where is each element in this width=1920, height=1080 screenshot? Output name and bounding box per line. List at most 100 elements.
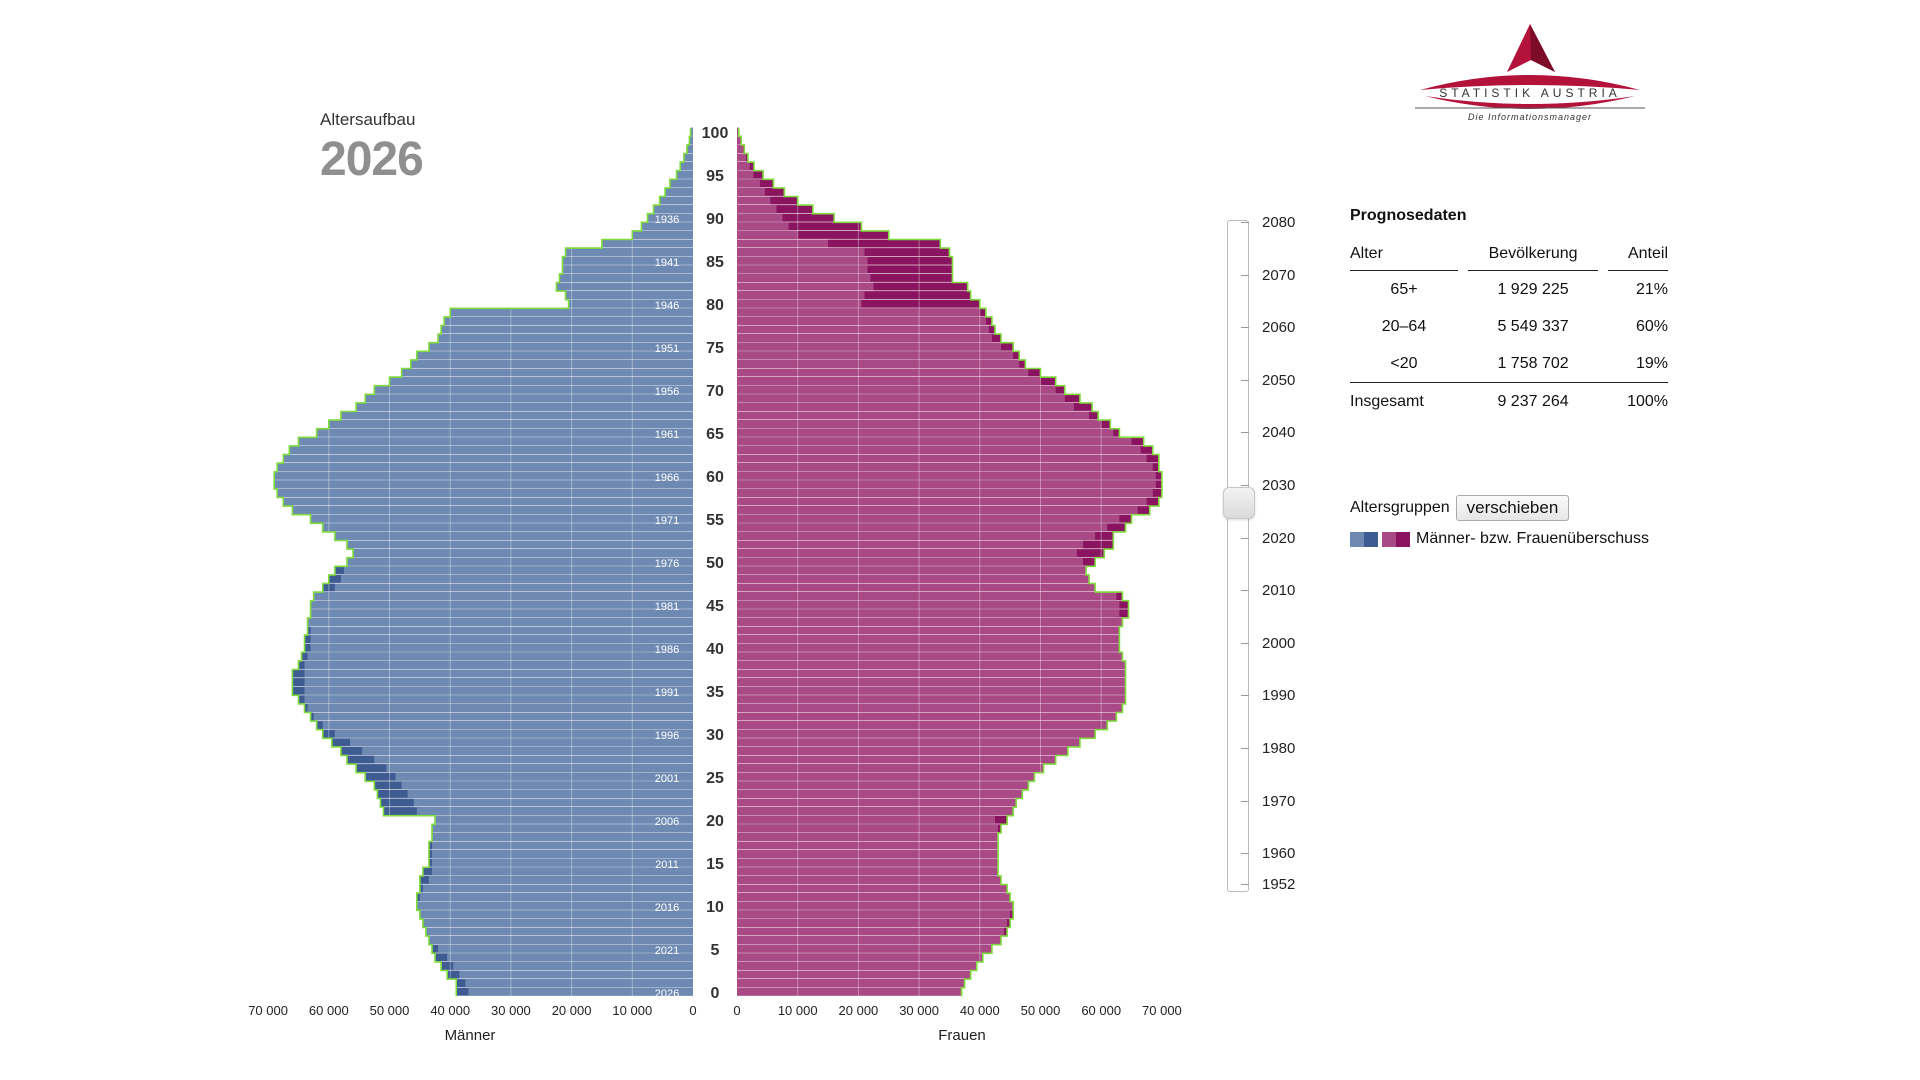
female-bar-base bbox=[737, 893, 1011, 902]
male-bar-base bbox=[562, 256, 693, 265]
slider-year-label[interactable]: 2000 bbox=[1262, 634, 1296, 652]
slider-year-label[interactable]: 1970 bbox=[1262, 792, 1296, 810]
year-slider-handle[interactable] bbox=[1223, 487, 1255, 519]
female-bar-base bbox=[737, 712, 1117, 721]
female-bar-base bbox=[737, 557, 1083, 566]
female-bar-base bbox=[737, 746, 1068, 755]
male-bar-base bbox=[410, 359, 693, 368]
female-bar-base bbox=[737, 936, 1002, 945]
female-bar-base bbox=[737, 592, 1117, 601]
slider-year-label[interactable]: 2020 bbox=[1262, 529, 1296, 547]
female-bar-base bbox=[737, 583, 1096, 592]
female-bar-base bbox=[737, 738, 1080, 747]
year-slider-track[interactable] bbox=[1227, 220, 1249, 892]
birth-year-label: 2006 bbox=[655, 816, 679, 828]
x-tick-label-left: 0 bbox=[689, 1003, 696, 1018]
male-bar-base bbox=[289, 445, 693, 454]
birth-year-label: 1981 bbox=[655, 601, 679, 613]
birth-year-label: 1941 bbox=[655, 257, 679, 269]
female-bar-base bbox=[737, 643, 1120, 652]
male-bar-base bbox=[431, 824, 693, 833]
male-bar-base bbox=[389, 377, 693, 386]
male-bar-base bbox=[422, 918, 693, 927]
female-bar-base bbox=[737, 265, 868, 274]
slider-year-label[interactable]: 2050 bbox=[1262, 371, 1296, 389]
slider-year-label[interactable]: 1960 bbox=[1262, 845, 1296, 863]
row-population: 1 929 225 bbox=[1497, 281, 1569, 298]
female-bar-base bbox=[737, 850, 999, 859]
male-bar-base bbox=[304, 678, 693, 687]
female-bar-base bbox=[737, 351, 1014, 360]
slider-year-label[interactable]: 2010 bbox=[1262, 582, 1296, 600]
logo-tagline: Die Informationsmanager bbox=[1467, 112, 1593, 122]
x-tick-label-right: 40 000 bbox=[960, 1003, 1000, 1018]
female-bar-base bbox=[737, 841, 999, 850]
male-bar-base bbox=[401, 368, 693, 377]
male-bar-base bbox=[431, 867, 693, 876]
female-bar-base bbox=[737, 961, 977, 970]
female-bar-base bbox=[737, 411, 1090, 420]
age-tick-label: 5 bbox=[711, 942, 720, 959]
female-bar-base bbox=[737, 213, 783, 222]
male-bar-base bbox=[374, 755, 693, 764]
female-bar-base bbox=[737, 729, 1096, 738]
male-bar-base bbox=[386, 764, 693, 773]
female-bar-base bbox=[737, 136, 741, 145]
male-bar-base bbox=[416, 901, 693, 910]
female-bar-base bbox=[737, 368, 1029, 377]
slider-tick bbox=[1241, 274, 1249, 276]
female-bar-base bbox=[737, 239, 829, 248]
slider-year-label[interactable]: 2030 bbox=[1262, 477, 1296, 494]
row-age: 65+ bbox=[1390, 281, 1418, 298]
male-bar-base bbox=[428, 342, 693, 351]
female-bar-base bbox=[737, 377, 1041, 386]
female-bar-base bbox=[737, 669, 1126, 678]
female-bar-base bbox=[737, 635, 1120, 644]
x-tick-label-left: 60 000 bbox=[309, 1003, 349, 1018]
female-bar-base bbox=[737, 334, 992, 343]
male-bar-base bbox=[304, 686, 693, 695]
male-bar-base bbox=[283, 454, 693, 463]
female-bar-base bbox=[737, 437, 1132, 446]
male-bar-base bbox=[431, 850, 693, 859]
male-bar-base bbox=[310, 514, 693, 523]
female-bar-base bbox=[737, 660, 1126, 669]
age-tick-label: 25 bbox=[706, 770, 724, 787]
row-share: 19% bbox=[1635, 355, 1668, 372]
male-bar-base bbox=[419, 893, 693, 902]
slider-year-label[interactable]: 2080 bbox=[1262, 214, 1296, 231]
female-bar-base bbox=[737, 514, 1120, 523]
slider-year-label[interactable]: 2060 bbox=[1262, 319, 1296, 337]
age-tick-label: 100 bbox=[702, 125, 729, 142]
male-bar-base bbox=[328, 420, 693, 429]
shift-button[interactable]: verschieben bbox=[1455, 495, 1570, 521]
age-tick-label: 90 bbox=[706, 211, 724, 228]
female-bar-base bbox=[737, 549, 1077, 558]
female-bar-base bbox=[737, 282, 874, 291]
forecast-panel: Prognosedaten Alter Bevölkerung Anteil 6… bbox=[1350, 207, 1670, 420]
female-bar-base bbox=[737, 205, 777, 214]
header-population: Bevölkerung bbox=[1467, 239, 1599, 271]
male-bar-base bbox=[676, 170, 693, 179]
female-bar-base bbox=[737, 308, 980, 317]
female-bar-base bbox=[737, 600, 1120, 609]
male-bar-base bbox=[562, 265, 693, 274]
female-bar-base bbox=[737, 832, 999, 841]
female-bar-base bbox=[737, 153, 747, 162]
female-bar bbox=[737, 239, 941, 248]
slider-year-label[interactable]: 2040 bbox=[1262, 424, 1296, 442]
slider-year-label[interactable]: 1980 bbox=[1262, 740, 1296, 757]
male-bar-base bbox=[277, 488, 693, 497]
female-bar-base bbox=[737, 273, 871, 282]
x-tick-label-left: 10 000 bbox=[612, 1003, 652, 1018]
female-bar-base bbox=[737, 970, 971, 979]
slider-year-label[interactable]: 1990 bbox=[1262, 687, 1296, 705]
age-tick-label: 45 bbox=[706, 598, 724, 615]
male-bar-base bbox=[428, 936, 693, 945]
birth-year-label: 1951 bbox=[655, 343, 679, 355]
slider-year-label[interactable]: 1952 bbox=[1262, 876, 1296, 893]
female-bar-base bbox=[737, 506, 1138, 515]
slider-year-label[interactable]: 2070 bbox=[1262, 266, 1296, 284]
male-bar-base bbox=[441, 325, 693, 334]
